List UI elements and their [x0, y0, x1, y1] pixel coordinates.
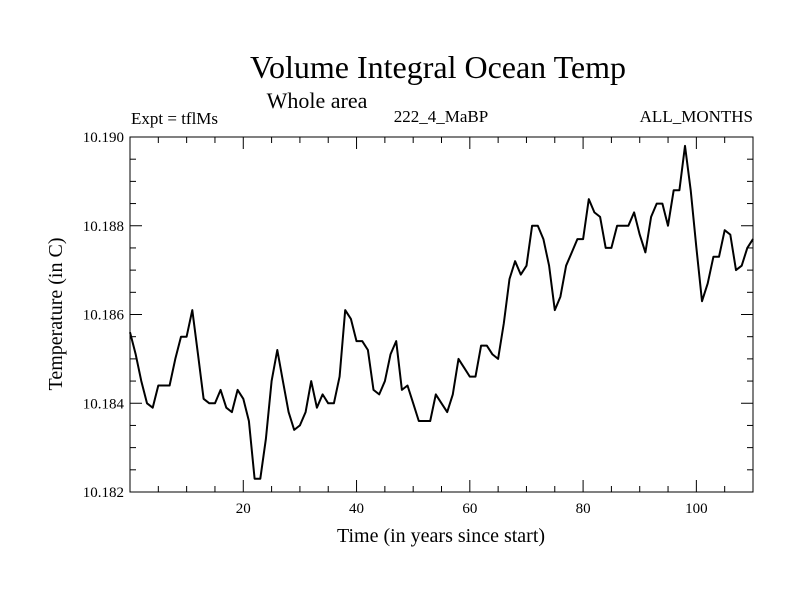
plot-frame: [129, 136, 754, 493]
x-axis-label: Time (in years since start): [337, 525, 545, 547]
y-axis-label: Temperature (in C): [45, 238, 67, 391]
chart-subtitle: Whole area: [267, 88, 368, 113]
y-tick-label: 10.184: [83, 396, 125, 412]
y-tick-label: 10.186: [83, 308, 125, 324]
chart-title: Volume Integral Ocean Temp: [250, 49, 626, 85]
x-tick-label: 40: [349, 501, 364, 517]
x-axis-tick-labels: 20 40 60 80 100: [236, 501, 708, 517]
x-axis-ticks: [157, 137, 726, 492]
y-tick-label: 10.190: [83, 130, 124, 146]
x-tick-label: 20: [236, 501, 251, 517]
y-tick-label: 10.188: [83, 219, 124, 235]
y-axis-tick-labels: 10.182 10.184 10.186 10.188 10.190: [83, 130, 125, 501]
months-label: ALL_MONTHS: [640, 107, 753, 126]
y-tick-label: 10.182: [83, 485, 124, 501]
x-tick-label: 80: [576, 501, 591, 517]
experiment-id-label: 222_4_MaBP: [394, 107, 488, 126]
experiment-label: Expt = tflMs: [131, 109, 218, 128]
x-tick-label: 100: [685, 501, 708, 517]
y-axis-ticks: [130, 158, 753, 471]
x-tick-label: 60: [462, 501, 477, 517]
series-line: [129, 144, 754, 480]
